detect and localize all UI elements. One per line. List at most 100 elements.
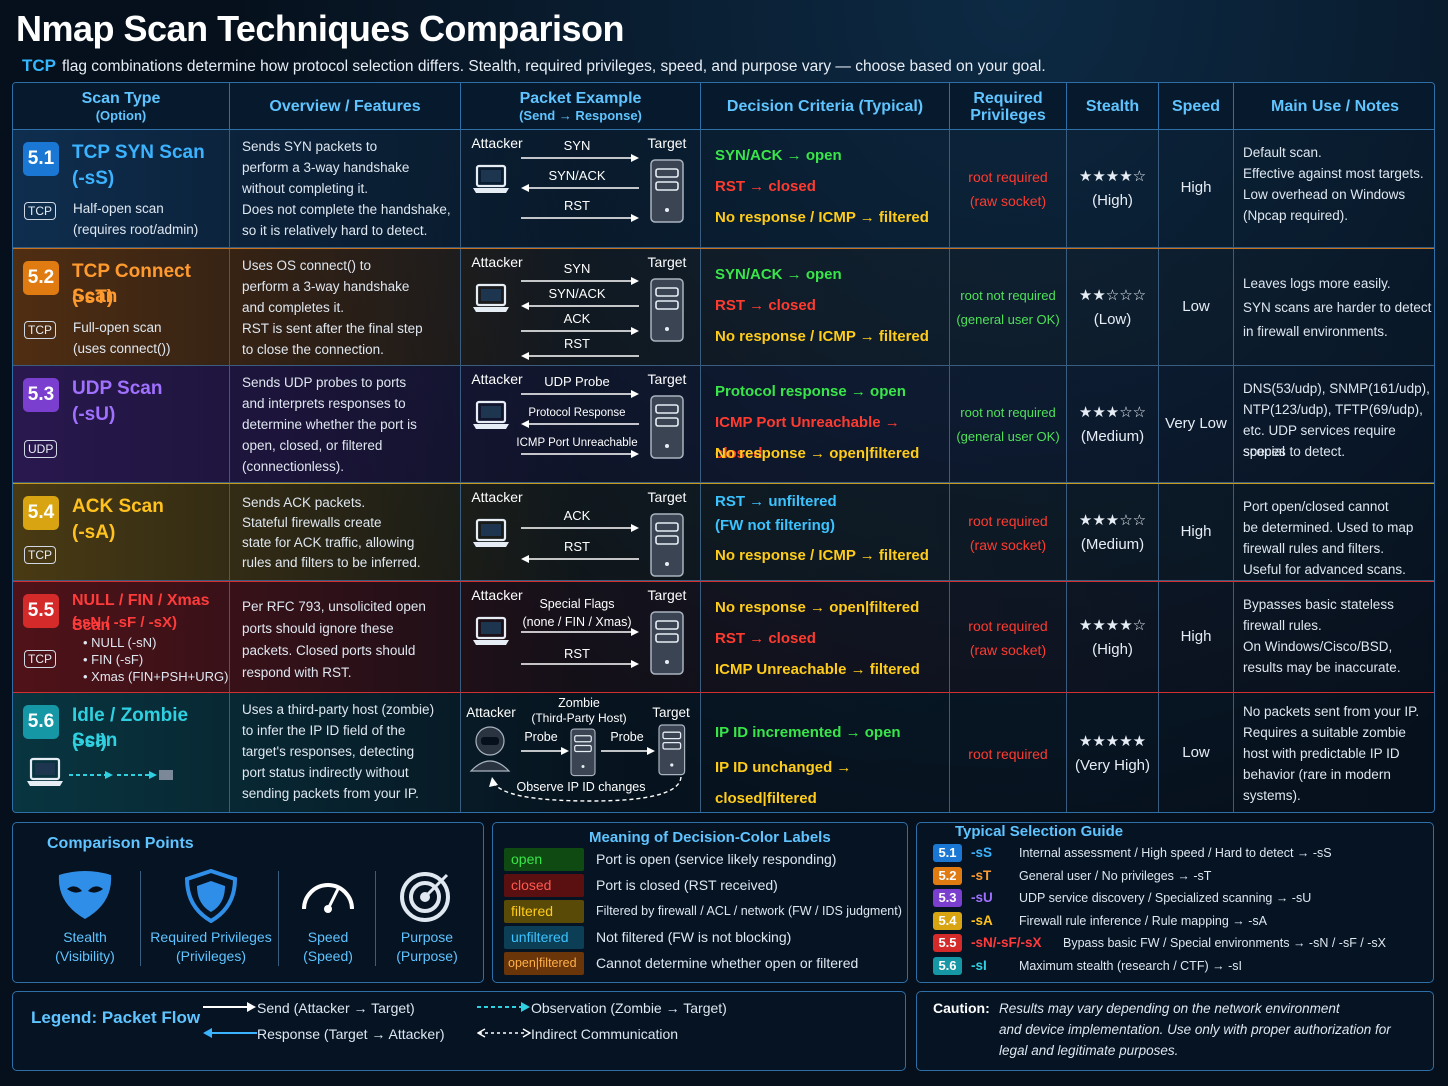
overview-line: to infer the IP ID field of the (242, 723, 406, 738)
label-chip: open (504, 848, 584, 871)
scan-number-badge: 5.4 (23, 496, 59, 530)
target-server-icon (650, 278, 684, 342)
attacker-laptop-icon (473, 164, 509, 193)
scan-number-badge: 5.2 (23, 261, 59, 295)
overview-line: and completes it. (242, 300, 345, 315)
criteria-line: No response / ICMP → filtered (715, 328, 929, 345)
packet-label: RST (564, 539, 590, 554)
scan-name: Idle / Zombie Scan (72, 705, 189, 751)
label-meaning: Port is open (service likely responding) (596, 851, 837, 867)
privilege-detail: (raw socket) (969, 537, 1047, 553)
table-row: 5.6 Idle / Zombie Scan (-sI) Uses a third-… (13, 693, 1434, 812)
caution-panel: Caution: Results may vary depending on t… (916, 991, 1434, 1071)
scan-number-badge: 5.6 (23, 705, 59, 739)
protocol-tag: TCP (24, 546, 56, 564)
labels-panel: Meaning of Decision-Color Labels open Por… (492, 822, 908, 983)
stealth-cell: ★★★★☆ (High) (1067, 582, 1159, 692)
criteria-line: ICMP Port Unreachable → closed (715, 414, 900, 462)
overview-line: Stateful firewalls create (242, 515, 382, 530)
speed-cell: Low (1159, 249, 1234, 365)
comparison-points-panel: Comparison Points Stealth (Visibility) Re… (12, 822, 484, 983)
privileges-cell: root not required (general user OK) (950, 249, 1067, 365)
packet-label: SYN/ACK (548, 286, 605, 301)
caution-line-2: and device implementation. Use only with… (999, 1022, 1391, 1037)
scan-number-badge: 5.5 (23, 594, 59, 628)
privilege-requirement: root required (968, 513, 1048, 529)
label-chip: open|filtered (504, 952, 584, 975)
criteria-line: IP ID unchanged → closed|filtered (715, 759, 852, 807)
stealth-level: (Medium) (1080, 427, 1145, 445)
overview-line: Does not complete the handshake, (242, 202, 451, 217)
packet-label: Special Flags (539, 597, 614, 611)
header-speed: Speed (1159, 83, 1234, 130)
note-line: results may be inaccurate. (1243, 660, 1401, 675)
label-meaning: Port is closed (RST received) (596, 877, 778, 893)
target-server-icon (650, 611, 684, 675)
observation-arrow-icon (477, 1002, 530, 1012)
privilege-detail: (general user OK) (956, 428, 1060, 444)
packet-diagram: Attacker Target SYN SYN/ACK ACK RST (471, 254, 687, 360)
labels-title: Meaning of Decision-Color Labels (589, 829, 831, 846)
guide-row: 5.4 -sA Firewall rule inference / Rule map… (933, 911, 1433, 931)
note-line: be determined. Used to map (1243, 520, 1414, 535)
stealth-cell: ★★★☆☆ (Medium) (1067, 484, 1159, 580)
privilege-requirement: root not required (960, 288, 1056, 303)
label-chip: filtered (504, 900, 584, 923)
guide-option: -sA (971, 912, 993, 928)
guide-text: Internal assessment / High speed / Hard … (1019, 846, 1332, 860)
scan-description: Full-open scan (73, 320, 162, 335)
response-arrow-icon (203, 1028, 257, 1038)
legend-panel: Legend: Packet Flow Send (Attacker → Tar… (12, 991, 906, 1071)
speed-cell: Low (1159, 693, 1234, 812)
label-meaning: Cannot determine whether open or filtere… (596, 955, 859, 971)
packet-diagram: Attacker Target Zombie(Third-Party Host) Pr… (466, 696, 690, 802)
header-stealth: Stealth (1067, 83, 1159, 130)
scan-option: (-sN / -sF / -sX) (72, 614, 178, 631)
target-icon (400, 872, 450, 922)
packet-label: (Third-Party Host) (531, 711, 626, 725)
packet-label: SYN (564, 261, 591, 276)
header-criteria: Decision Criteria (Typical) (701, 83, 950, 130)
speed-value: High (1180, 179, 1212, 196)
packet-cell: Attacker Target Zombie (Third-Party Host) Pr… (461, 693, 701, 812)
table-row: 5.1 TCP SYN Scan (-sS) TCP Half-open scan (re… (13, 130, 1434, 248)
page-subtitle: TCP flag combinations determine how proto… (22, 56, 1046, 76)
guide-row: 5.5 -sN/-sF/-sX Bypass basic FW / Special … (933, 933, 1433, 953)
packet-cell: Attacker Target UDP Probe Protocol Respons… (461, 366, 701, 482)
subtitle-tcp: TCP (22, 56, 56, 75)
comparison-speed: Speed (Speed) (283, 869, 373, 966)
packet-label: Probe (524, 730, 557, 744)
guide-text: UDP service discovery / Specialized scan… (1019, 891, 1312, 905)
note-line: in firewall environments. (1243, 324, 1388, 339)
packet-diagram: Attacker Target SYN SYN/ACK RST (471, 135, 687, 223)
attacker-label: Attacker (471, 489, 523, 505)
guide-row: 5.6 -sI Maximum stealth (research / CTF) →… (933, 956, 1433, 976)
privileges-cell: root required (raw socket) (950, 582, 1067, 692)
caution-line-1: Results may vary depending on the networ… (999, 1001, 1340, 1016)
note-line: firewall rules. (1243, 618, 1322, 633)
guide-badge: 5.3 (933, 889, 962, 907)
subtitle-text: flag combinations determine how protocol… (62, 58, 1046, 75)
guide-option: -sN/-sF/-sX (971, 935, 1042, 950)
packet-label: RST (564, 198, 590, 213)
overview-cell: Sends SYN packets to perform a 3-way hand… (230, 130, 461, 247)
privilege-requirement: root not required (960, 404, 1056, 420)
scan-option: (-sI) (72, 731, 107, 752)
target-server-icon (650, 159, 684, 223)
notes-cell: DNS(53/udp), SNMP(161/udp), NTP(123/udp),… (1234, 366, 1434, 482)
packet-label: ICMP Port Unreachable (516, 437, 637, 449)
legend-title: Legend: Packet Flow (31, 1008, 201, 1027)
legend-indirect: Indirect Communication (531, 1026, 679, 1042)
privilege-requirement: root required (968, 618, 1048, 634)
overview-line: without completing it. (242, 181, 369, 196)
scan-variant: • Xmas (FIN+PSH+URG) (83, 669, 229, 684)
stealth-stars: ★★★★☆ (1078, 617, 1147, 634)
scan-option: (-sS) (72, 168, 115, 189)
legend-response: Response (Target → Attacker) (257, 1026, 445, 1042)
attacker-label: Attacker (471, 254, 523, 270)
scan-type-cell: 5.2 TCP Connect Scan (-sT) TCP Full-open sca… (13, 249, 230, 365)
notes-cell: Default scan. Effective against most targ… (1234, 130, 1434, 247)
guide-panel: Typical Selection Guide 5.1 -sS Internal a… (916, 822, 1434, 983)
criteria-line: Protocol response → open (715, 383, 906, 400)
note-line: No packets sent from your IP. (1243, 704, 1420, 719)
